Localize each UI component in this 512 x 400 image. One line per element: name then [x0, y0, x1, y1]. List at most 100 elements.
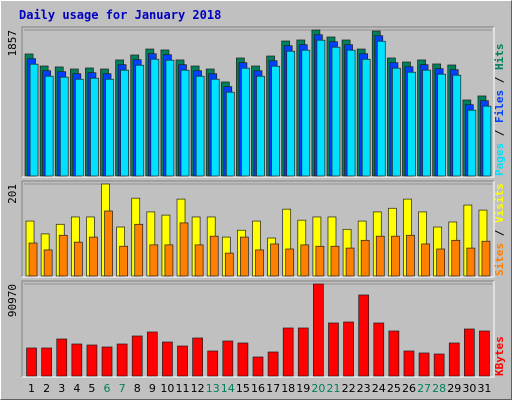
chart-title: Daily usage for January 2018 [19, 8, 221, 22]
x-tick-label: 7 [119, 382, 126, 395]
x-tick-label: 22 [342, 382, 356, 395]
bar [131, 335, 143, 377]
bar [209, 235, 219, 277]
bar [29, 63, 39, 177]
bar [421, 243, 430, 277]
bar [146, 331, 158, 377]
bar [162, 341, 173, 377]
bar [407, 71, 416, 177]
bar [255, 249, 264, 277]
bar [313, 283, 324, 377]
x-tick-label: 27 [417, 382, 431, 395]
bar [90, 77, 99, 177]
bar [195, 75, 205, 177]
bar [58, 234, 68, 277]
legend: KBytes [493, 336, 506, 376]
bar [388, 330, 400, 377]
bar [86, 344, 98, 377]
bar [165, 59, 175, 177]
bar [271, 65, 280, 177]
bar [282, 327, 294, 377]
bar [451, 239, 461, 277]
x-tick-label: 24 [372, 382, 386, 395]
bar [406, 234, 415, 277]
bar [104, 210, 113, 277]
bar [391, 235, 400, 277]
bar [270, 243, 279, 277]
bar [241, 67, 250, 177]
legend-entry: Visits [493, 183, 506, 223]
x-tick-label: 9 [149, 382, 156, 395]
bar [373, 322, 385, 377]
bar [164, 244, 174, 277]
x-tick-label: 21 [326, 382, 340, 395]
bar [194, 244, 204, 277]
y-tick-label: 201 [6, 184, 19, 204]
bar [316, 39, 326, 177]
x-tick-label: 28 [432, 382, 446, 395]
bar [422, 69, 431, 177]
legend: Pages / Files / Hits [493, 44, 506, 177]
bar [467, 109, 477, 177]
x-tick-label: 14 [221, 382, 235, 395]
bar [210, 78, 220, 177]
bar [44, 75, 54, 177]
bar [297, 327, 309, 377]
panel-border [22, 281, 495, 378]
legend-separator: / [493, 123, 506, 143]
legend-entry: Files [493, 90, 506, 123]
bar [464, 328, 475, 377]
bar [285, 248, 295, 277]
panel-border [22, 181, 495, 278]
bar [301, 49, 311, 177]
bar [237, 342, 249, 377]
panel-border [21, 26, 494, 177]
x-tick-label: 17 [266, 382, 280, 395]
legend-separator: / [493, 223, 506, 243]
bar [134, 223, 144, 277]
bar [482, 105, 492, 177]
bar [346, 49, 356, 177]
bar [448, 342, 460, 377]
x-tick-label: 11 [176, 382, 190, 395]
bar [116, 343, 128, 377]
x-tick-label: 25 [387, 382, 401, 395]
bar [466, 247, 476, 277]
x-tick-label: 18 [281, 382, 295, 395]
bar [26, 347, 37, 377]
x-tick-label: 12 [191, 382, 205, 395]
x-tick-label: 8 [134, 382, 141, 395]
panel-border [22, 27, 495, 178]
bar [328, 322, 339, 377]
bar [345, 247, 355, 277]
x-tick-label: 2 [43, 382, 50, 395]
x-tick-label: 29 [447, 382, 461, 395]
bar [376, 40, 386, 177]
x-tick-label: 10 [160, 382, 174, 395]
bar [74, 78, 84, 177]
bar [119, 245, 128, 277]
x-tick-label: 31 [477, 382, 491, 395]
x-tick-label: 23 [357, 382, 371, 395]
bar [315, 245, 325, 277]
x-tick-label: 13 [206, 382, 220, 395]
bar [101, 346, 113, 377]
bar [403, 350, 415, 377]
bar [56, 338, 68, 377]
bar [225, 91, 235, 177]
bar [479, 330, 490, 377]
bar [252, 356, 264, 377]
bar [433, 353, 445, 377]
bar [43, 249, 53, 277]
bar [240, 236, 249, 277]
bar [120, 69, 129, 177]
bar [222, 340, 234, 377]
bar [73, 241, 83, 277]
x-tick-label: 15 [236, 382, 250, 395]
x-tick-label: 4 [73, 382, 80, 395]
bar [452, 74, 462, 177]
bar [177, 345, 188, 377]
bar [418, 352, 430, 377]
